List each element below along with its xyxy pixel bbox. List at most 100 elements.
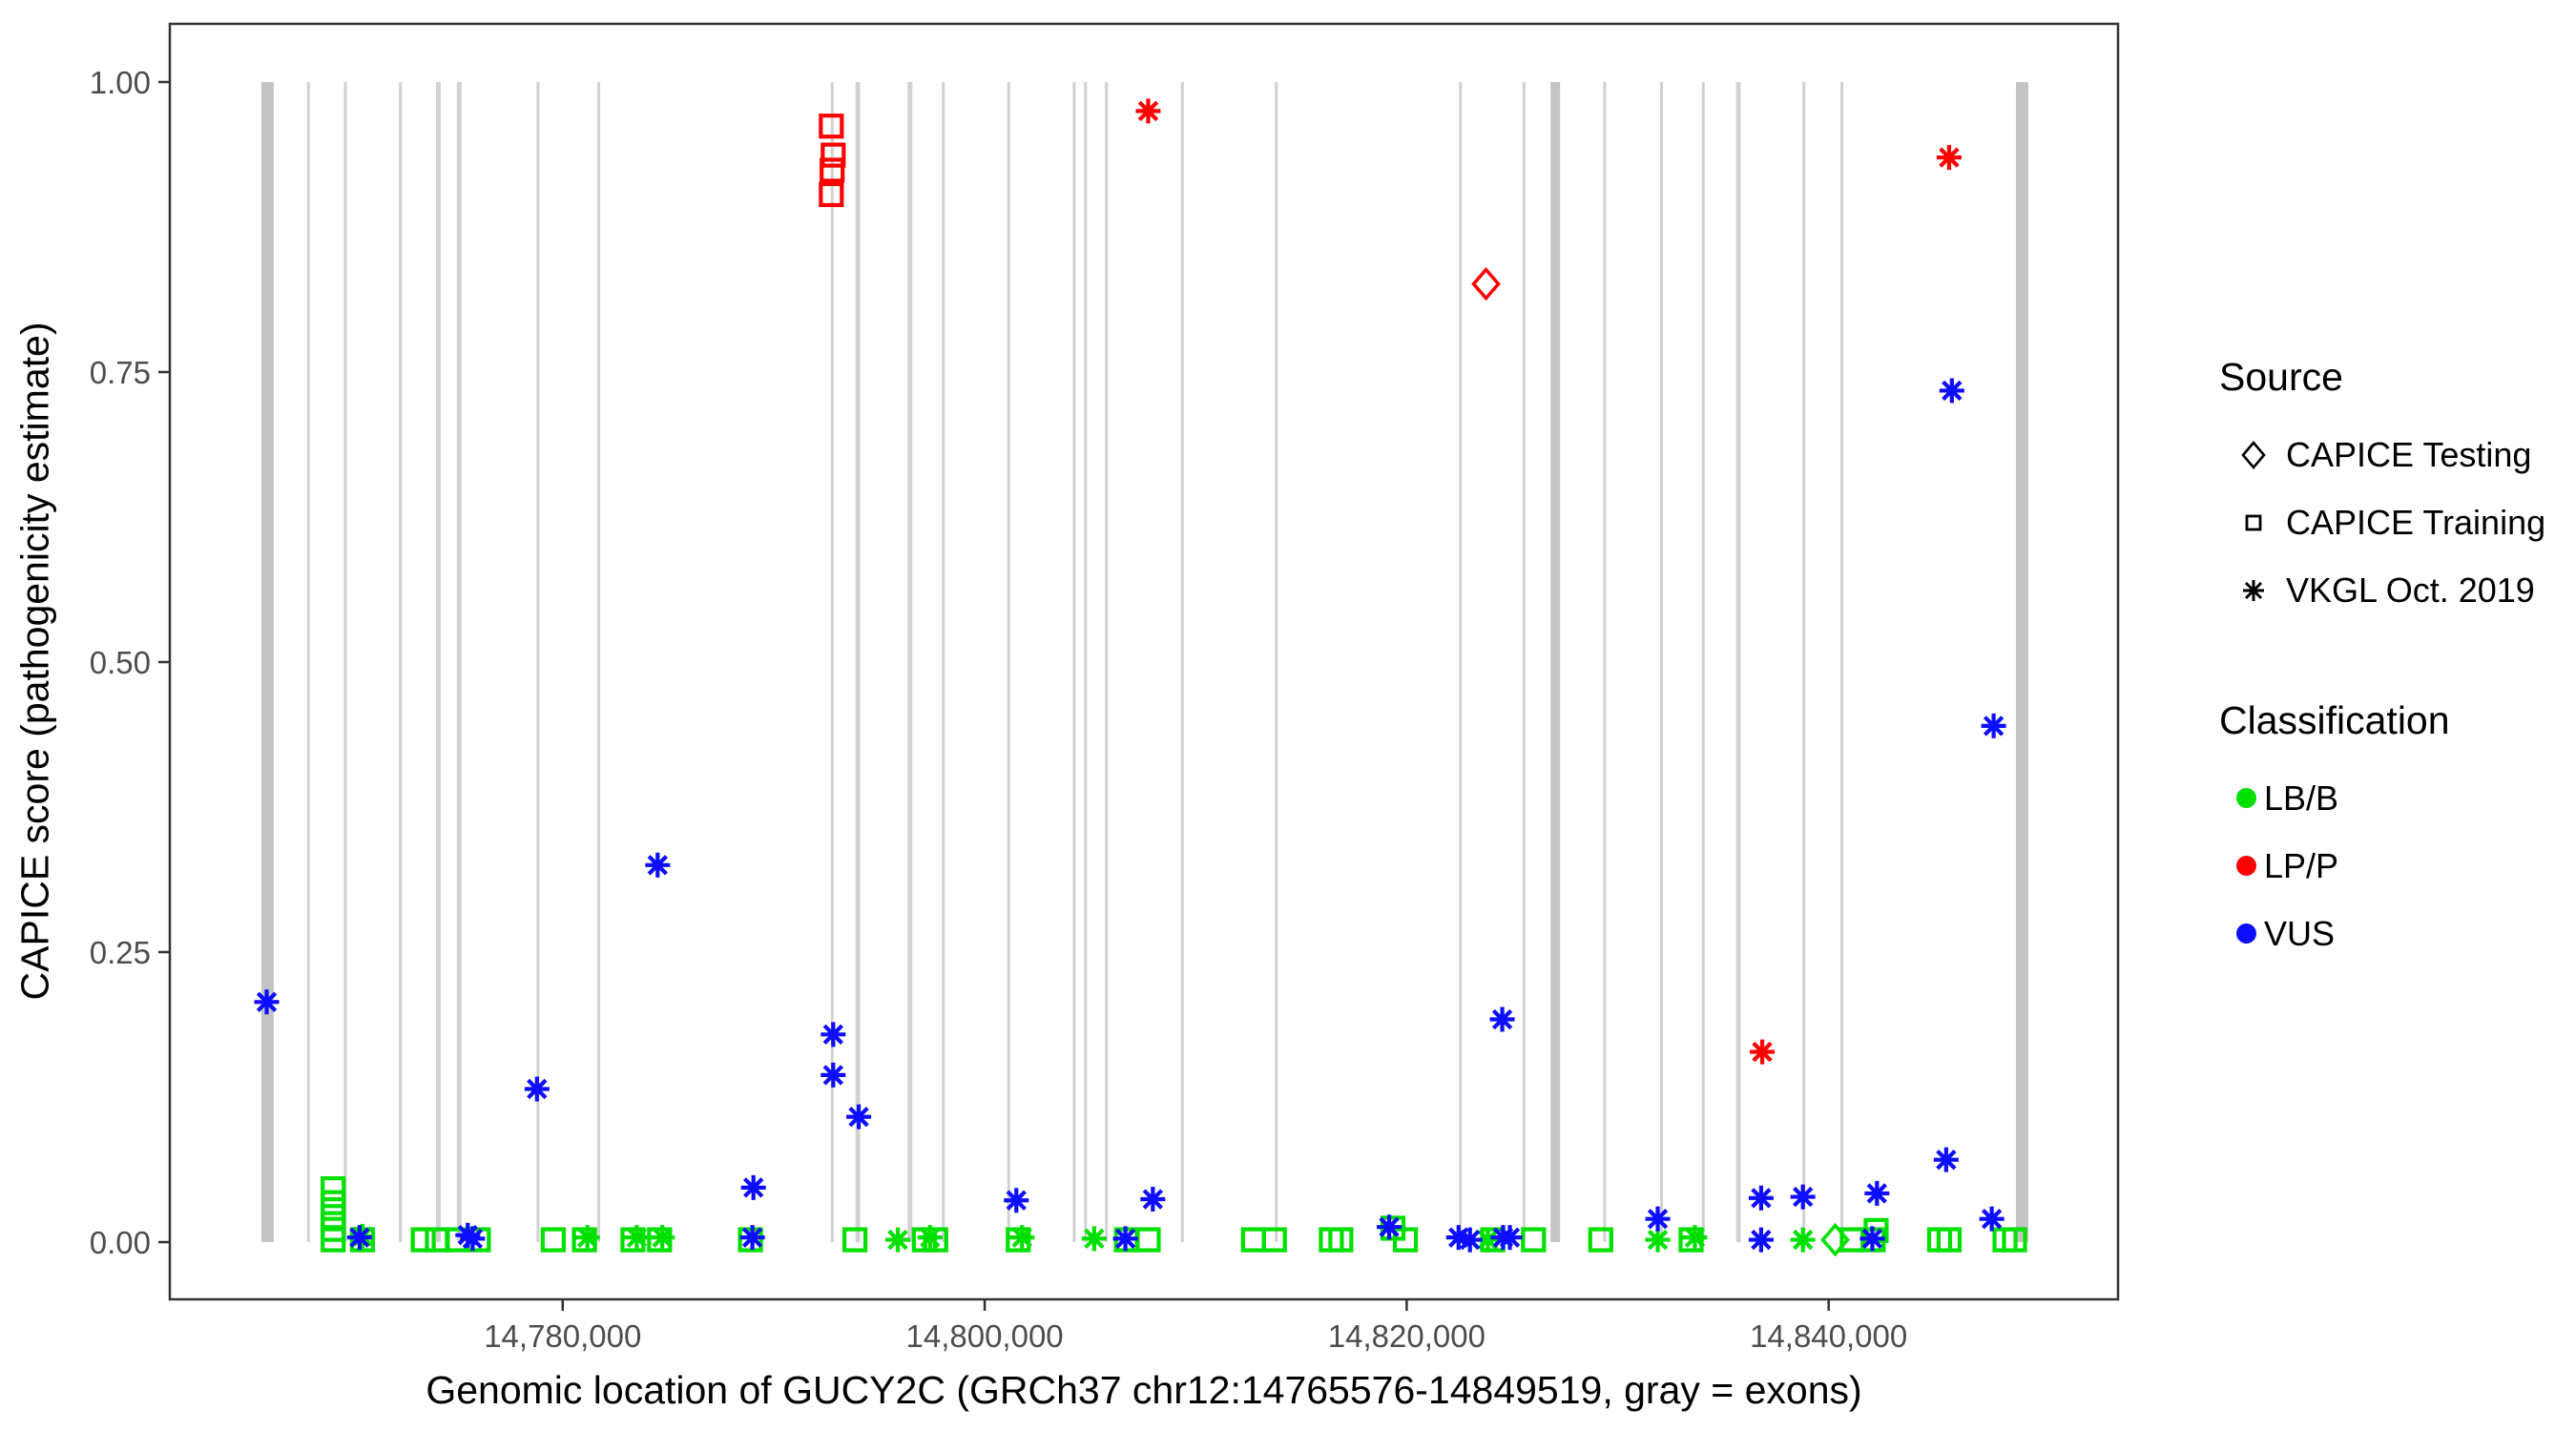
exon-bar [1275, 82, 1278, 1242]
point-square [321, 1204, 346, 1230]
y-tick-label: 0.25 [90, 935, 151, 970]
point-asterisk [254, 989, 280, 1015]
legend-label: VKGL Oct. 2019 [2286, 570, 2535, 610]
point-asterisk [1112, 1226, 1138, 1252]
point-asterisk [821, 1022, 846, 1047]
point-asterisk [1748, 1227, 1774, 1253]
point-square [410, 1227, 436, 1253]
y-tick-label: 0.00 [90, 1225, 151, 1260]
lbb-color-dot [2236, 788, 2256, 808]
exon-bar [1660, 82, 1664, 1242]
point-asterisk [1140, 1187, 1166, 1213]
legend-classification-group: Classification LB/B LP/P VUS [2219, 698, 2572, 967]
point-diamond [1471, 266, 1501, 301]
legend-item-lbb: LB/B [2219, 764, 2572, 832]
point-asterisk [821, 1062, 846, 1088]
point-square [1261, 1227, 1287, 1253]
x-tick-label: 14,800,000 [906, 1318, 1064, 1354]
point-square [1328, 1227, 1354, 1253]
legend-source-title: Source [2219, 355, 2343, 399]
square-icon [2229, 500, 2278, 546]
point-asterisk [1135, 98, 1161, 124]
point-asterisk [740, 1174, 766, 1200]
point-square [1936, 1227, 1963, 1253]
exon-bar [260, 82, 274, 1242]
exon-bar [1084, 82, 1088, 1242]
point-square [1006, 1227, 1031, 1253]
point-asterisk [884, 1227, 910, 1253]
y-axis-title: CAPICE score (pathogenicity estimate) [12, 321, 57, 1001]
exon-bar [399, 82, 403, 1242]
point-square [1392, 1227, 1419, 1253]
point-square [1839, 1227, 1865, 1253]
point-asterisk [1009, 1225, 1035, 1251]
legend-label: LB/B [2264, 778, 2339, 818]
exon-bar [1007, 82, 1010, 1242]
exon-bar [1603, 82, 1607, 1242]
point-asterisk [346, 1225, 372, 1251]
exon-bar [1180, 82, 1184, 1242]
point-diamond [1820, 1222, 1850, 1257]
x-tick-label: 14,840,000 [1750, 1318, 1907, 1354]
asterisk-icon [2229, 568, 2278, 613]
point-asterisk [1933, 1147, 1959, 1172]
lpp-color-dot [2236, 856, 2256, 876]
vus-color-dot [2236, 923, 2256, 944]
point-asterisk [1645, 1206, 1671, 1232]
y-tick-label: 0.50 [90, 645, 151, 680]
point-asterisk [739, 1225, 765, 1251]
point-asterisk [1750, 1039, 1776, 1065]
point-asterisk [1497, 1225, 1523, 1251]
legend-classification-title: Classification [2219, 698, 2450, 742]
point-square [1588, 1227, 1613, 1253]
panel-border [168, 22, 2120, 1301]
y-tick-label: 0.75 [90, 355, 151, 390]
exon-bar [597, 82, 601, 1242]
point-square [647, 1227, 673, 1253]
point-asterisk [846, 1104, 872, 1130]
exon-bar [830, 82, 834, 1242]
point-asterisk [460, 1226, 486, 1252]
point-square [821, 142, 846, 168]
point-asterisk [645, 852, 671, 878]
exon-bar [1459, 82, 1463, 1242]
point-asterisk [574, 1225, 600, 1251]
exon-bar [1072, 82, 1076, 1242]
point-asterisk [1004, 1188, 1029, 1213]
legend-label: CAPICE Testing [2286, 434, 2532, 474]
x-tick-label: 14,820,000 [1328, 1318, 1485, 1354]
point-asterisk [1645, 1227, 1671, 1253]
point-asterisk [1457, 1227, 1483, 1253]
point-asterisk [1682, 1225, 1708, 1251]
exon-bar [1840, 82, 1844, 1242]
legend-item-lpp: LP/P [2219, 832, 2572, 900]
point-square [321, 1227, 346, 1253]
point-asterisk [917, 1225, 943, 1251]
y-tick-label: 1.00 [90, 65, 151, 100]
point-asterisk [1748, 1185, 1774, 1211]
legend-source-group: Source CAPICE Testing CAPICE Training VK… [2219, 355, 2572, 624]
legend-label: LP/P [2264, 845, 2339, 885]
legend-label: VUS [2264, 913, 2336, 953]
point-square [819, 181, 844, 208]
point-square [540, 1227, 566, 1253]
point-asterisk [1981, 713, 2006, 738]
exon-bar [1550, 82, 1561, 1242]
point-asterisk [1864, 1180, 1890, 1206]
point-asterisk [1445, 1225, 1471, 1251]
exon-bar [942, 82, 945, 1242]
exon-bar [1735, 82, 1741, 1242]
point-asterisk [1489, 1006, 1515, 1032]
point-asterisk [650, 1225, 675, 1251]
point-square [2002, 1227, 2027, 1253]
x-tick-label: 14,780,000 [484, 1318, 641, 1354]
x-axis-title: Genomic location of GUCY2C (GRCh37 chr12… [426, 1368, 1862, 1412]
exon-bar [907, 82, 913, 1242]
point-square [321, 1190, 346, 1215]
exon-bar [1105, 82, 1109, 1242]
exon-bar [855, 82, 861, 1242]
point-square [571, 1227, 597, 1253]
exon-bar [306, 82, 310, 1242]
point-square [1678, 1227, 1704, 1253]
